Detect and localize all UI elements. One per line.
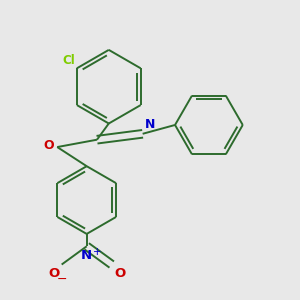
Text: Cl: Cl bbox=[63, 54, 75, 67]
Text: N: N bbox=[81, 249, 92, 262]
Text: O: O bbox=[48, 267, 59, 280]
Text: O: O bbox=[114, 267, 125, 280]
Text: +: + bbox=[93, 247, 102, 257]
Text: N: N bbox=[145, 118, 155, 131]
Text: O: O bbox=[43, 140, 54, 152]
Text: −: − bbox=[56, 273, 67, 286]
